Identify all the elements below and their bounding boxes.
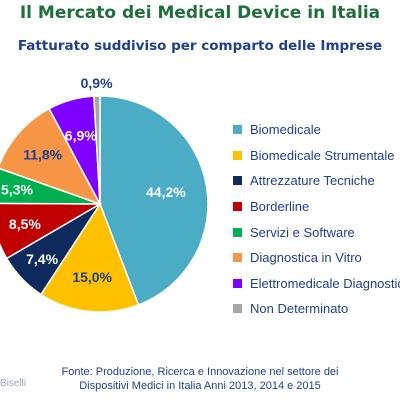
pie-slice-2 bbox=[39, 202, 140, 313]
slice-label-5: 5,3% bbox=[1, 182, 33, 198]
legend-item-4: Borderline bbox=[233, 194, 400, 220]
author-credit: Biselli bbox=[0, 378, 27, 389]
source-line-2: Dispositivi Medici in Italia Anni 2013, … bbox=[79, 380, 321, 392]
legend-swatch bbox=[233, 150, 242, 160]
chart-legend: Biomedicale Biomedicale Strumentale Attrez… bbox=[233, 117, 400, 322]
source-line-1: Fonte: Produzione, Ricerca e Innovazione… bbox=[61, 366, 339, 378]
legend-item-1: Biomedicale bbox=[233, 117, 400, 143]
chart-title: Il Mercato dei Medical Device in Italia bbox=[19, 3, 381, 23]
pie-slice-5 bbox=[0, 167, 101, 205]
legend-item-8: Non Determinato bbox=[233, 296, 400, 322]
legend-item-2: Biomedicale Strumentale bbox=[233, 143, 400, 169]
slice-label-4: 8,5% bbox=[9, 216, 41, 232]
legend-label: Diagnostica in Vitro bbox=[250, 250, 362, 266]
slice-label-8: 0,9% bbox=[81, 75, 113, 91]
slice-label-2: 15,0% bbox=[72, 269, 112, 285]
source-note: Fonte: Produzione, Ricerca e Innovazione… bbox=[0, 365, 400, 393]
legend-label: Attrezzature Tecniche bbox=[250, 173, 375, 189]
legend-swatch bbox=[233, 125, 242, 135]
legend-label: Servizi e Software bbox=[250, 224, 355, 240]
pie-slice-1 bbox=[99, 95, 209, 306]
legend-swatch bbox=[233, 253, 242, 263]
legend-swatch bbox=[233, 227, 242, 237]
chart-subtitle: Fatturato suddiviso per comparto delle I… bbox=[17, 38, 383, 54]
pie-slice-8 bbox=[93, 95, 101, 205]
legend-swatch bbox=[233, 176, 242, 186]
slice-label-7: 6,9% bbox=[65, 127, 97, 143]
legend-label: Biomedicale bbox=[250, 122, 321, 138]
legend-item-7: Elettromedicale Diagnostico bbox=[233, 271, 400, 297]
legend-swatch bbox=[233, 304, 242, 314]
legend-item-3: Attrezzature Tecniche bbox=[233, 168, 400, 194]
pie-slice-4 bbox=[0, 202, 103, 260]
legend-item-5: Servizi e Software bbox=[233, 219, 400, 245]
slice-label-3: 7,4% bbox=[26, 251, 58, 267]
legend-label: Elettromedicale Diagnostico bbox=[250, 275, 400, 291]
legend-item-6: Diagnostica in Vitro bbox=[233, 245, 400, 271]
slice-label-6: 11,8% bbox=[23, 147, 62, 163]
legend-swatch bbox=[233, 202, 242, 212]
legend-label: Biomedicale Strumentale bbox=[250, 147, 395, 163]
legend-label: Borderline bbox=[250, 199, 310, 215]
legend-swatch bbox=[233, 278, 242, 288]
pie-slice-6 bbox=[0, 107, 102, 206]
legend-label: Non Determinato bbox=[250, 301, 349, 317]
slice-label-1: 44,2% bbox=[146, 184, 186, 200]
